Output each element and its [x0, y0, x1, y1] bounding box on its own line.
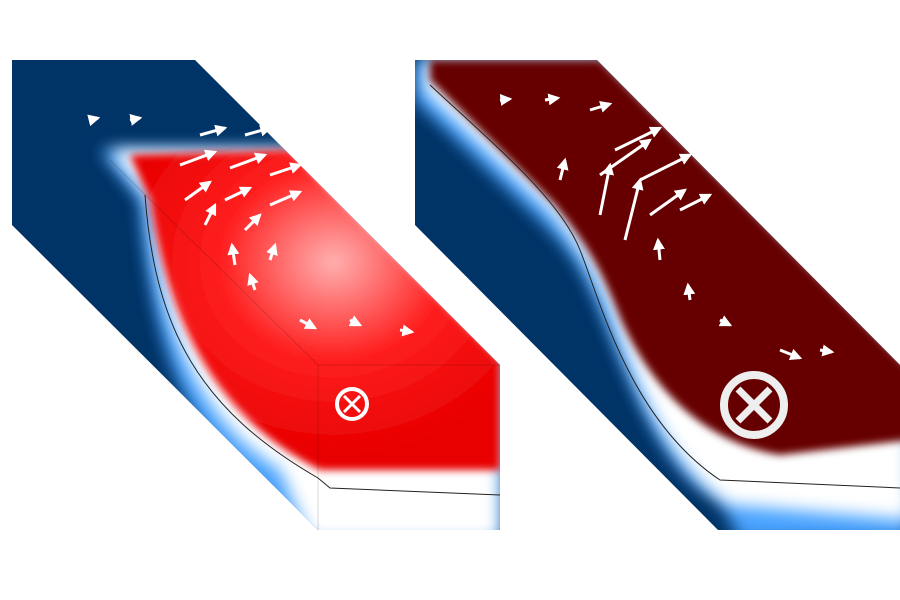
left-symbol	[335, 387, 369, 421]
right-symbol	[720, 371, 788, 439]
left-arrows	[87, 113, 415, 337]
right-arrows	[499, 93, 835, 361]
